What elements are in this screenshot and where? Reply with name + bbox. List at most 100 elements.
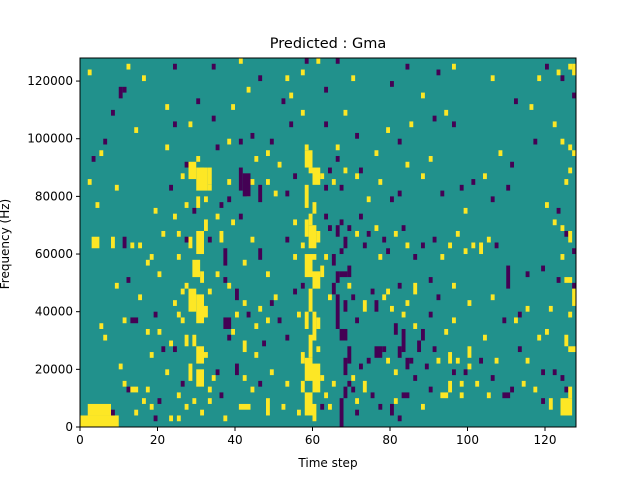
heatmap-cell bbox=[490, 75, 495, 82]
heatmap-cell bbox=[568, 144, 573, 151]
heatmap-cell bbox=[397, 282, 402, 289]
heatmap-cell bbox=[560, 75, 565, 82]
heatmap-cell bbox=[479, 242, 484, 255]
heatmap-cell bbox=[246, 311, 251, 318]
heatmap-cell bbox=[479, 357, 484, 364]
heatmap-cell bbox=[99, 150, 104, 157]
heatmap-cell bbox=[355, 132, 360, 139]
heatmap-cell bbox=[560, 375, 565, 381]
heatmap-cell bbox=[145, 259, 150, 266]
heatmap-cell bbox=[382, 294, 387, 301]
heatmap-cell bbox=[258, 305, 263, 312]
heatmap-cell bbox=[390, 305, 394, 312]
heatmap-cell bbox=[467, 346, 472, 358]
heatmap-cell bbox=[331, 179, 336, 185]
heatmap-cell bbox=[196, 196, 201, 208]
x-tick-label: 120 bbox=[534, 433, 557, 447]
plot-area bbox=[79, 57, 577, 428]
heatmap-cell bbox=[455, 230, 460, 237]
heatmap-cell bbox=[355, 230, 360, 237]
heatmap-cell bbox=[308, 288, 313, 312]
heatmap-cell bbox=[165, 104, 170, 110]
heatmap-cell bbox=[436, 69, 441, 76]
heatmap-cell bbox=[378, 254, 383, 260]
heatmap-cell bbox=[572, 248, 577, 255]
heatmap-cell bbox=[359, 167, 363, 174]
heatmap-cell bbox=[254, 323, 259, 329]
heatmap-cell bbox=[417, 340, 422, 353]
heatmap-cell bbox=[138, 294, 143, 301]
heatmap-cell bbox=[405, 357, 410, 370]
heatmap-cell bbox=[316, 317, 321, 329]
heatmap-cell bbox=[556, 69, 561, 76]
heatmap-cell bbox=[238, 403, 251, 410]
heatmap-cell bbox=[506, 265, 511, 289]
heatmap-cell bbox=[328, 225, 332, 231]
heatmap-cell bbox=[568, 167, 573, 174]
x-tick-label: 0 bbox=[76, 433, 84, 447]
heatmap-cell bbox=[149, 254, 154, 260]
heatmap-cell bbox=[254, 352, 259, 358]
heatmap-cell bbox=[176, 230, 181, 237]
heatmap-cell bbox=[238, 167, 243, 191]
heatmap-cell bbox=[215, 369, 220, 376]
heatmap-cell bbox=[300, 69, 305, 76]
heatmap-cell bbox=[262, 340, 267, 347]
heatmap-cell bbox=[428, 277, 433, 283]
heatmap-cell bbox=[219, 392, 224, 399]
heatmap-cell bbox=[91, 156, 96, 162]
heatmap-cell bbox=[362, 242, 367, 249]
y-tick-label: 0 bbox=[65, 420, 73, 434]
heatmap-cell bbox=[421, 403, 425, 410]
heatmap-cell bbox=[300, 109, 305, 116]
x-tick-label: 60 bbox=[305, 433, 320, 447]
heatmap-cell bbox=[192, 398, 197, 404]
heatmap-cell bbox=[355, 317, 360, 324]
heatmap-cell bbox=[118, 363, 123, 370]
heatmap-cell bbox=[200, 409, 205, 416]
heatmap-cell bbox=[157, 398, 162, 404]
heatmap-cell bbox=[436, 294, 441, 301]
heatmap-cell bbox=[180, 380, 185, 387]
heatmap-cell bbox=[483, 173, 487, 180]
heatmap-cell bbox=[219, 202, 224, 208]
heatmap-cell bbox=[521, 380, 526, 387]
heatmap-cell bbox=[165, 144, 170, 151]
heatmap-cell bbox=[242, 173, 251, 197]
heatmap-cell bbox=[386, 248, 391, 255]
y-tick-label: 120000 bbox=[27, 74, 73, 88]
heatmap-cell bbox=[196, 230, 204, 255]
heatmap-cell bbox=[494, 242, 499, 249]
heatmap-cell bbox=[103, 334, 108, 341]
heatmap-cell bbox=[293, 254, 298, 260]
heatmap-cell bbox=[192, 334, 197, 347]
heatmap-cell bbox=[200, 271, 205, 283]
heatmap-cell bbox=[355, 409, 360, 416]
heatmap-cell bbox=[320, 265, 325, 278]
heatmap-cell bbox=[149, 403, 154, 410]
heatmap-cell bbox=[386, 288, 391, 295]
heatmap-cell bbox=[207, 167, 212, 185]
heatmap-cell bbox=[397, 346, 402, 358]
heatmap-cell bbox=[281, 98, 286, 105]
heatmap-cell bbox=[207, 288, 212, 295]
heatmap-cell bbox=[444, 109, 449, 116]
heatmap-cell bbox=[258, 184, 263, 203]
heatmap-cell bbox=[250, 132, 255, 139]
heatmap-cell bbox=[169, 184, 174, 191]
heatmap-cell bbox=[99, 323, 104, 329]
heatmap-cell bbox=[246, 86, 251, 93]
heatmap-cell bbox=[304, 254, 313, 278]
heatmap-cell bbox=[421, 242, 425, 249]
heatmap-cell bbox=[173, 121, 177, 128]
heatmap-cell bbox=[204, 305, 208, 318]
heatmap-cell bbox=[339, 398, 344, 427]
heatmap-cell bbox=[413, 375, 418, 381]
heatmap-cell bbox=[176, 254, 181, 260]
heatmap-cell bbox=[304, 58, 309, 64]
heatmap-cell bbox=[180, 317, 185, 324]
x-tick-label: 20 bbox=[150, 433, 165, 447]
heatmap-cell bbox=[452, 317, 456, 324]
heatmap-cell bbox=[285, 190, 290, 197]
